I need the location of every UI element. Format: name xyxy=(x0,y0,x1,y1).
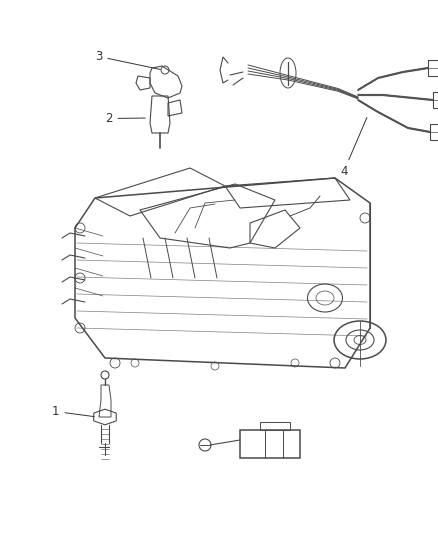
Text: 1: 1 xyxy=(52,405,94,418)
Text: 4: 4 xyxy=(340,118,367,178)
Text: 3: 3 xyxy=(95,50,160,69)
Text: 2: 2 xyxy=(105,112,145,125)
